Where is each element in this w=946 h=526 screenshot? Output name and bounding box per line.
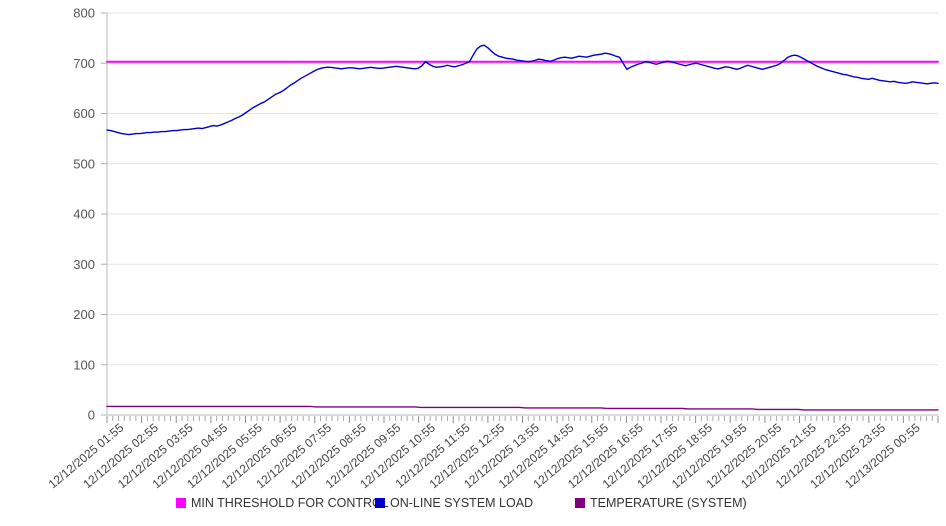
y-tick-label: 300 <box>73 257 95 272</box>
series-line-on-line-system-load <box>106 44 939 136</box>
y-tick-label: 400 <box>73 207 95 222</box>
series-line-temperature-system <box>106 405 939 411</box>
x-axis-group <box>106 414 939 423</box>
y-tick-label: 200 <box>73 307 95 322</box>
legend-swatch-3 <box>575 498 585 508</box>
legend-swatch-1 <box>176 498 186 508</box>
y-tick-label: 0 <box>88 408 95 423</box>
y-tick-label: 800 <box>73 6 95 21</box>
y-axis-group: 0 100 200 300 400 500 600 700 800 <box>73 6 108 423</box>
y-tick-label: 500 <box>73 156 95 171</box>
y-tick-label: 100 <box>73 357 95 372</box>
legend-group[interactable]: MIN THRESHOLD FOR CONTROL ON-LINE SYSTEM … <box>176 496 747 510</box>
legend-label-2[interactable]: ON-LINE SYSTEM LOAD <box>390 496 533 510</box>
legend-swatch-2 <box>375 498 385 508</box>
legend-label-1[interactable]: MIN THRESHOLD FOR CONTROL <box>191 496 389 510</box>
legend-label-3[interactable]: TEMPERATURE (SYSTEM) <box>590 496 747 510</box>
gridlines-group <box>107 12 938 366</box>
y-tick-label: 600 <box>73 106 95 121</box>
series-group <box>106 44 939 411</box>
y-tick-label: 700 <box>73 56 95 71</box>
